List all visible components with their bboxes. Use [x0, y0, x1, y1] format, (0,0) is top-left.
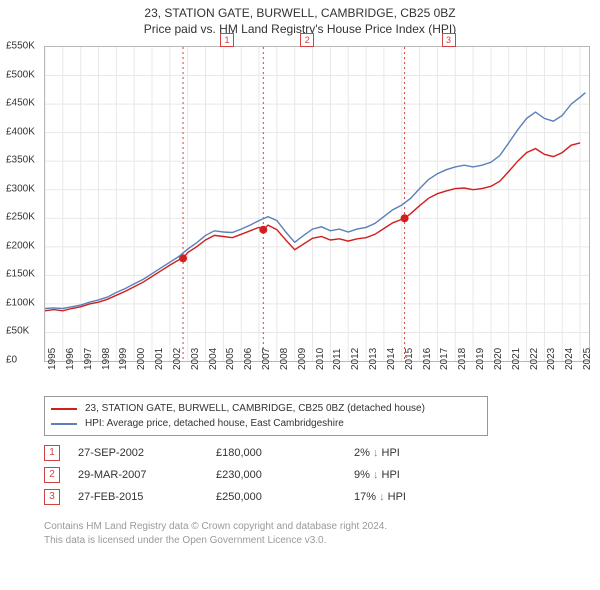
event-number-box: 1 — [44, 445, 60, 461]
x-axis-tick: 2021 — [511, 348, 522, 370]
event-delta: 17% ↓ HPI — [354, 491, 474, 503]
x-axis-tick: 1996 — [65, 348, 76, 370]
legend: 23, STATION GATE, BURWELL, CAMBRIDGE, CB… — [44, 396, 488, 436]
license-line-1: Contains HM Land Registry data © Crown c… — [44, 520, 387, 534]
x-axis-tick: 1995 — [47, 348, 58, 370]
x-axis-tick: 2004 — [208, 348, 219, 370]
event-price: £250,000 — [216, 491, 336, 503]
x-axis-tick: 2012 — [350, 348, 361, 370]
event-row: 2 29-MAR-2007 £230,000 9% ↓ HPI — [44, 464, 474, 486]
x-axis-tick: 2024 — [564, 348, 575, 370]
x-axis-tick: 2007 — [261, 348, 272, 370]
legend-label: HPI: Average price, detached house, East… — [85, 416, 344, 431]
x-axis-tick: 1998 — [101, 348, 112, 370]
event-price: £180,000 — [216, 447, 336, 459]
x-axis-tick: 2017 — [439, 348, 450, 370]
x-axis-tick: 2025 — [582, 348, 593, 370]
y-axis-tick: £350K — [6, 155, 35, 166]
x-axis-tick: 2020 — [493, 348, 504, 370]
x-axis-tick: 2009 — [297, 348, 308, 370]
x-axis-tick: 2000 — [136, 348, 147, 370]
x-axis-tick: 2002 — [172, 348, 183, 370]
event-date: 29-MAR-2007 — [78, 469, 198, 481]
license-text: Contains HM Land Registry data © Crown c… — [44, 520, 387, 548]
marker-box-1: 1 — [220, 33, 234, 47]
marker-box-2: 2 — [300, 33, 314, 47]
x-axis-tick: 2013 — [368, 348, 379, 370]
event-price: £230,000 — [216, 469, 336, 481]
x-axis-tick: 2001 — [154, 348, 165, 370]
arrow-down-icon: ↓ — [379, 491, 385, 503]
event-number-box: 3 — [44, 489, 60, 505]
y-axis-tick: £400K — [6, 126, 35, 137]
legend-label: 23, STATION GATE, BURWELL, CAMBRIDGE, CB… — [85, 401, 425, 416]
x-axis-tick: 1997 — [83, 348, 94, 370]
event-delta: 2% ↓ HPI — [354, 447, 474, 459]
legend-item: 23, STATION GATE, BURWELL, CAMBRIDGE, CB… — [51, 401, 481, 416]
x-axis-tick: 2003 — [190, 348, 201, 370]
x-axis-tick: 2008 — [279, 348, 290, 370]
x-axis-tick: 2015 — [404, 348, 415, 370]
event-date: 27-SEP-2002 — [78, 447, 198, 459]
event-delta: 9% ↓ HPI — [354, 469, 474, 481]
y-axis-tick: £50K — [6, 326, 29, 337]
price-chart: 123 £0£50K£100K£150K£200K£250K£300K£350K… — [0, 42, 600, 386]
event-number-box: 2 — [44, 467, 60, 483]
x-axis-tick: 2005 — [225, 348, 236, 370]
y-axis-tick: £150K — [6, 269, 35, 280]
arrow-down-icon: ↓ — [373, 469, 379, 481]
y-axis-tick: £500K — [6, 69, 35, 80]
y-axis-tick: £100K — [6, 297, 35, 308]
legend-swatch — [51, 408, 77, 410]
x-axis-tick: 2014 — [386, 348, 397, 370]
x-axis-tick: 2010 — [315, 348, 326, 370]
events-table: 1 27-SEP-2002 £180,000 2% ↓ HPI 2 29-MAR-2007… — [44, 442, 474, 508]
y-axis-tick: £450K — [6, 98, 35, 109]
x-axis-tick: 2023 — [546, 348, 557, 370]
y-axis-tick: £550K — [6, 41, 35, 52]
x-axis-tick: 2022 — [529, 348, 540, 370]
x-axis-tick: 2019 — [475, 348, 486, 370]
y-axis-tick: £250K — [6, 212, 35, 223]
arrow-down-icon: ↓ — [373, 447, 379, 459]
legend-swatch — [51, 423, 77, 425]
y-axis-tick: £300K — [6, 183, 35, 194]
event-row: 3 27-FEB-2015 £250,000 17% ↓ HPI — [44, 486, 474, 508]
x-axis-tick: 2018 — [457, 348, 468, 370]
x-axis-tick: 2011 — [332, 348, 343, 370]
title-address: 23, STATION GATE, BURWELL, CAMBRIDGE, CB… — [0, 6, 600, 20]
x-axis-tick: 2006 — [243, 348, 254, 370]
event-date: 27-FEB-2015 — [78, 491, 198, 503]
legend-item: HPI: Average price, detached house, East… — [51, 416, 481, 431]
event-row: 1 27-SEP-2002 £180,000 2% ↓ HPI — [44, 442, 474, 464]
y-axis-tick: £0 — [6, 355, 17, 366]
license-line-2: This data is licensed under the Open Gov… — [44, 534, 387, 548]
y-axis-tick: £200K — [6, 240, 35, 251]
marker-box-3: 3 — [442, 33, 456, 47]
x-axis-tick: 2016 — [422, 348, 433, 370]
x-axis-tick: 1999 — [118, 348, 129, 370]
